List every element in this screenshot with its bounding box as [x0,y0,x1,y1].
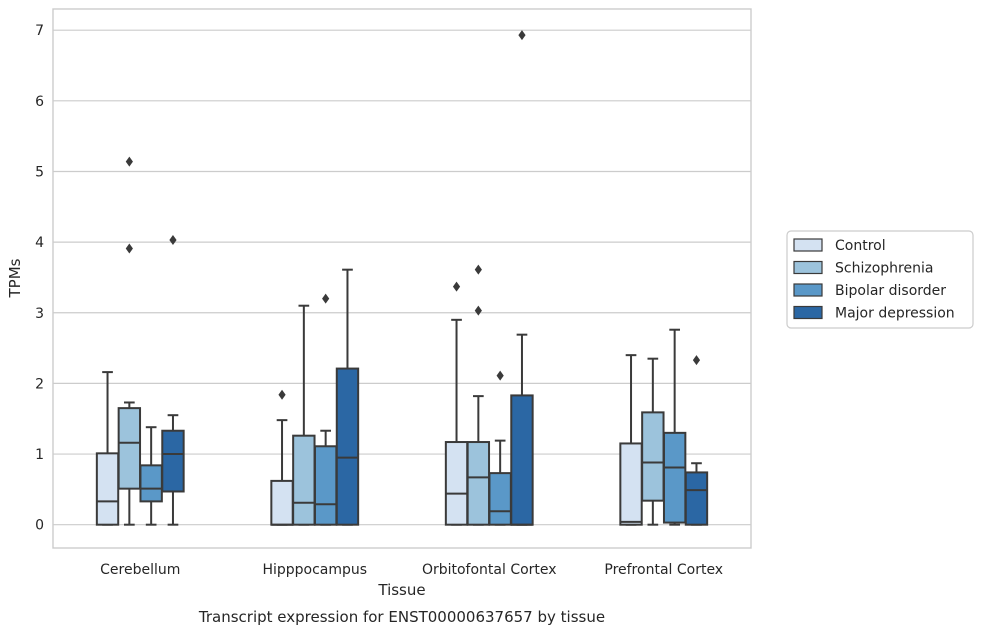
box-2-3 [510,30,534,526]
box-1-3 [335,268,360,526]
box-1-2 [313,293,338,526]
box-2-0 [444,281,469,526]
outlier-point [518,30,526,41]
box-3-2 [662,328,687,526]
box-1-1 [292,304,316,526]
outlier-point [474,305,482,316]
outlier-point [169,235,177,245]
y-axis-ticks: 0 1 2 3 4 5 6 7 [35,23,44,533]
legend-frame [786,230,974,329]
legend-swatch [793,283,823,297]
box [466,441,491,526]
box [510,394,534,526]
y-tick-label: 1 [35,447,44,463]
box-2-2 [488,370,512,526]
y-tick-label: 6 [35,94,44,110]
box-2-1 [466,264,491,526]
y-axis-title: TPMs [6,258,24,298]
box [313,445,338,526]
legend-swatch [793,305,823,320]
box [641,411,665,502]
x-tick-label: Cerebellum [100,562,180,578]
box [662,431,687,524]
box [684,471,709,526]
legend-label: Schizophrenia [835,261,933,277]
legend-swatch [793,260,823,275]
box [488,472,512,526]
box [139,464,163,503]
y-tick-label: 7 [35,23,44,39]
outlier-point [692,355,701,366]
box-3-1 [641,357,665,526]
legend-label: Bipolar disorder [835,283,946,299]
box-3-3 [684,355,709,526]
box [292,434,316,526]
legend: Control Schizophrenia Bipolar disorder Majo… [786,230,974,329]
y-tick-label: 4 [35,235,44,251]
box-0-0 [95,371,120,526]
legend-swatch [793,238,823,252]
outlier-point [474,264,482,275]
box [444,441,469,526]
box [161,429,185,493]
box [270,479,294,526]
outlier-point [125,156,133,167]
y-tick-label: 3 [35,306,44,322]
outlier-point [125,243,133,254]
x-tick-label: Hipppocampus [262,562,367,578]
plot-frame [52,8,752,549]
x-axis-ticks: Cerebellum Hipppocampus Orbitofontal Corte… [100,562,723,578]
box [619,442,643,526]
outlier-point [322,293,330,304]
box-0-2 [139,426,163,526]
box-3-0 [619,354,643,526]
x-axis-title: Tissue [377,581,425,599]
box-groups [95,30,709,526]
outlier-point [452,281,461,292]
legend-label: Major depression [835,306,955,322]
legend-label: Control [835,238,886,254]
chart-caption: Transcript expression for ENST0000063765… [198,608,605,626]
outlier-point [496,370,504,381]
outlier-point [278,389,286,400]
box [117,407,142,490]
x-tick-label: Orbitofontal Cortex [422,562,557,578]
y-tick-label: 5 [35,164,44,180]
box-1-0 [270,389,294,526]
x-tick-label: Prefrontal Cortex [604,562,723,578]
y-tick-label: 2 [35,376,44,392]
box [95,452,120,526]
box-0-3 [161,235,185,526]
box [335,367,360,526]
y-tick-label: 0 [35,518,44,534]
box-0-1 [117,156,142,526]
